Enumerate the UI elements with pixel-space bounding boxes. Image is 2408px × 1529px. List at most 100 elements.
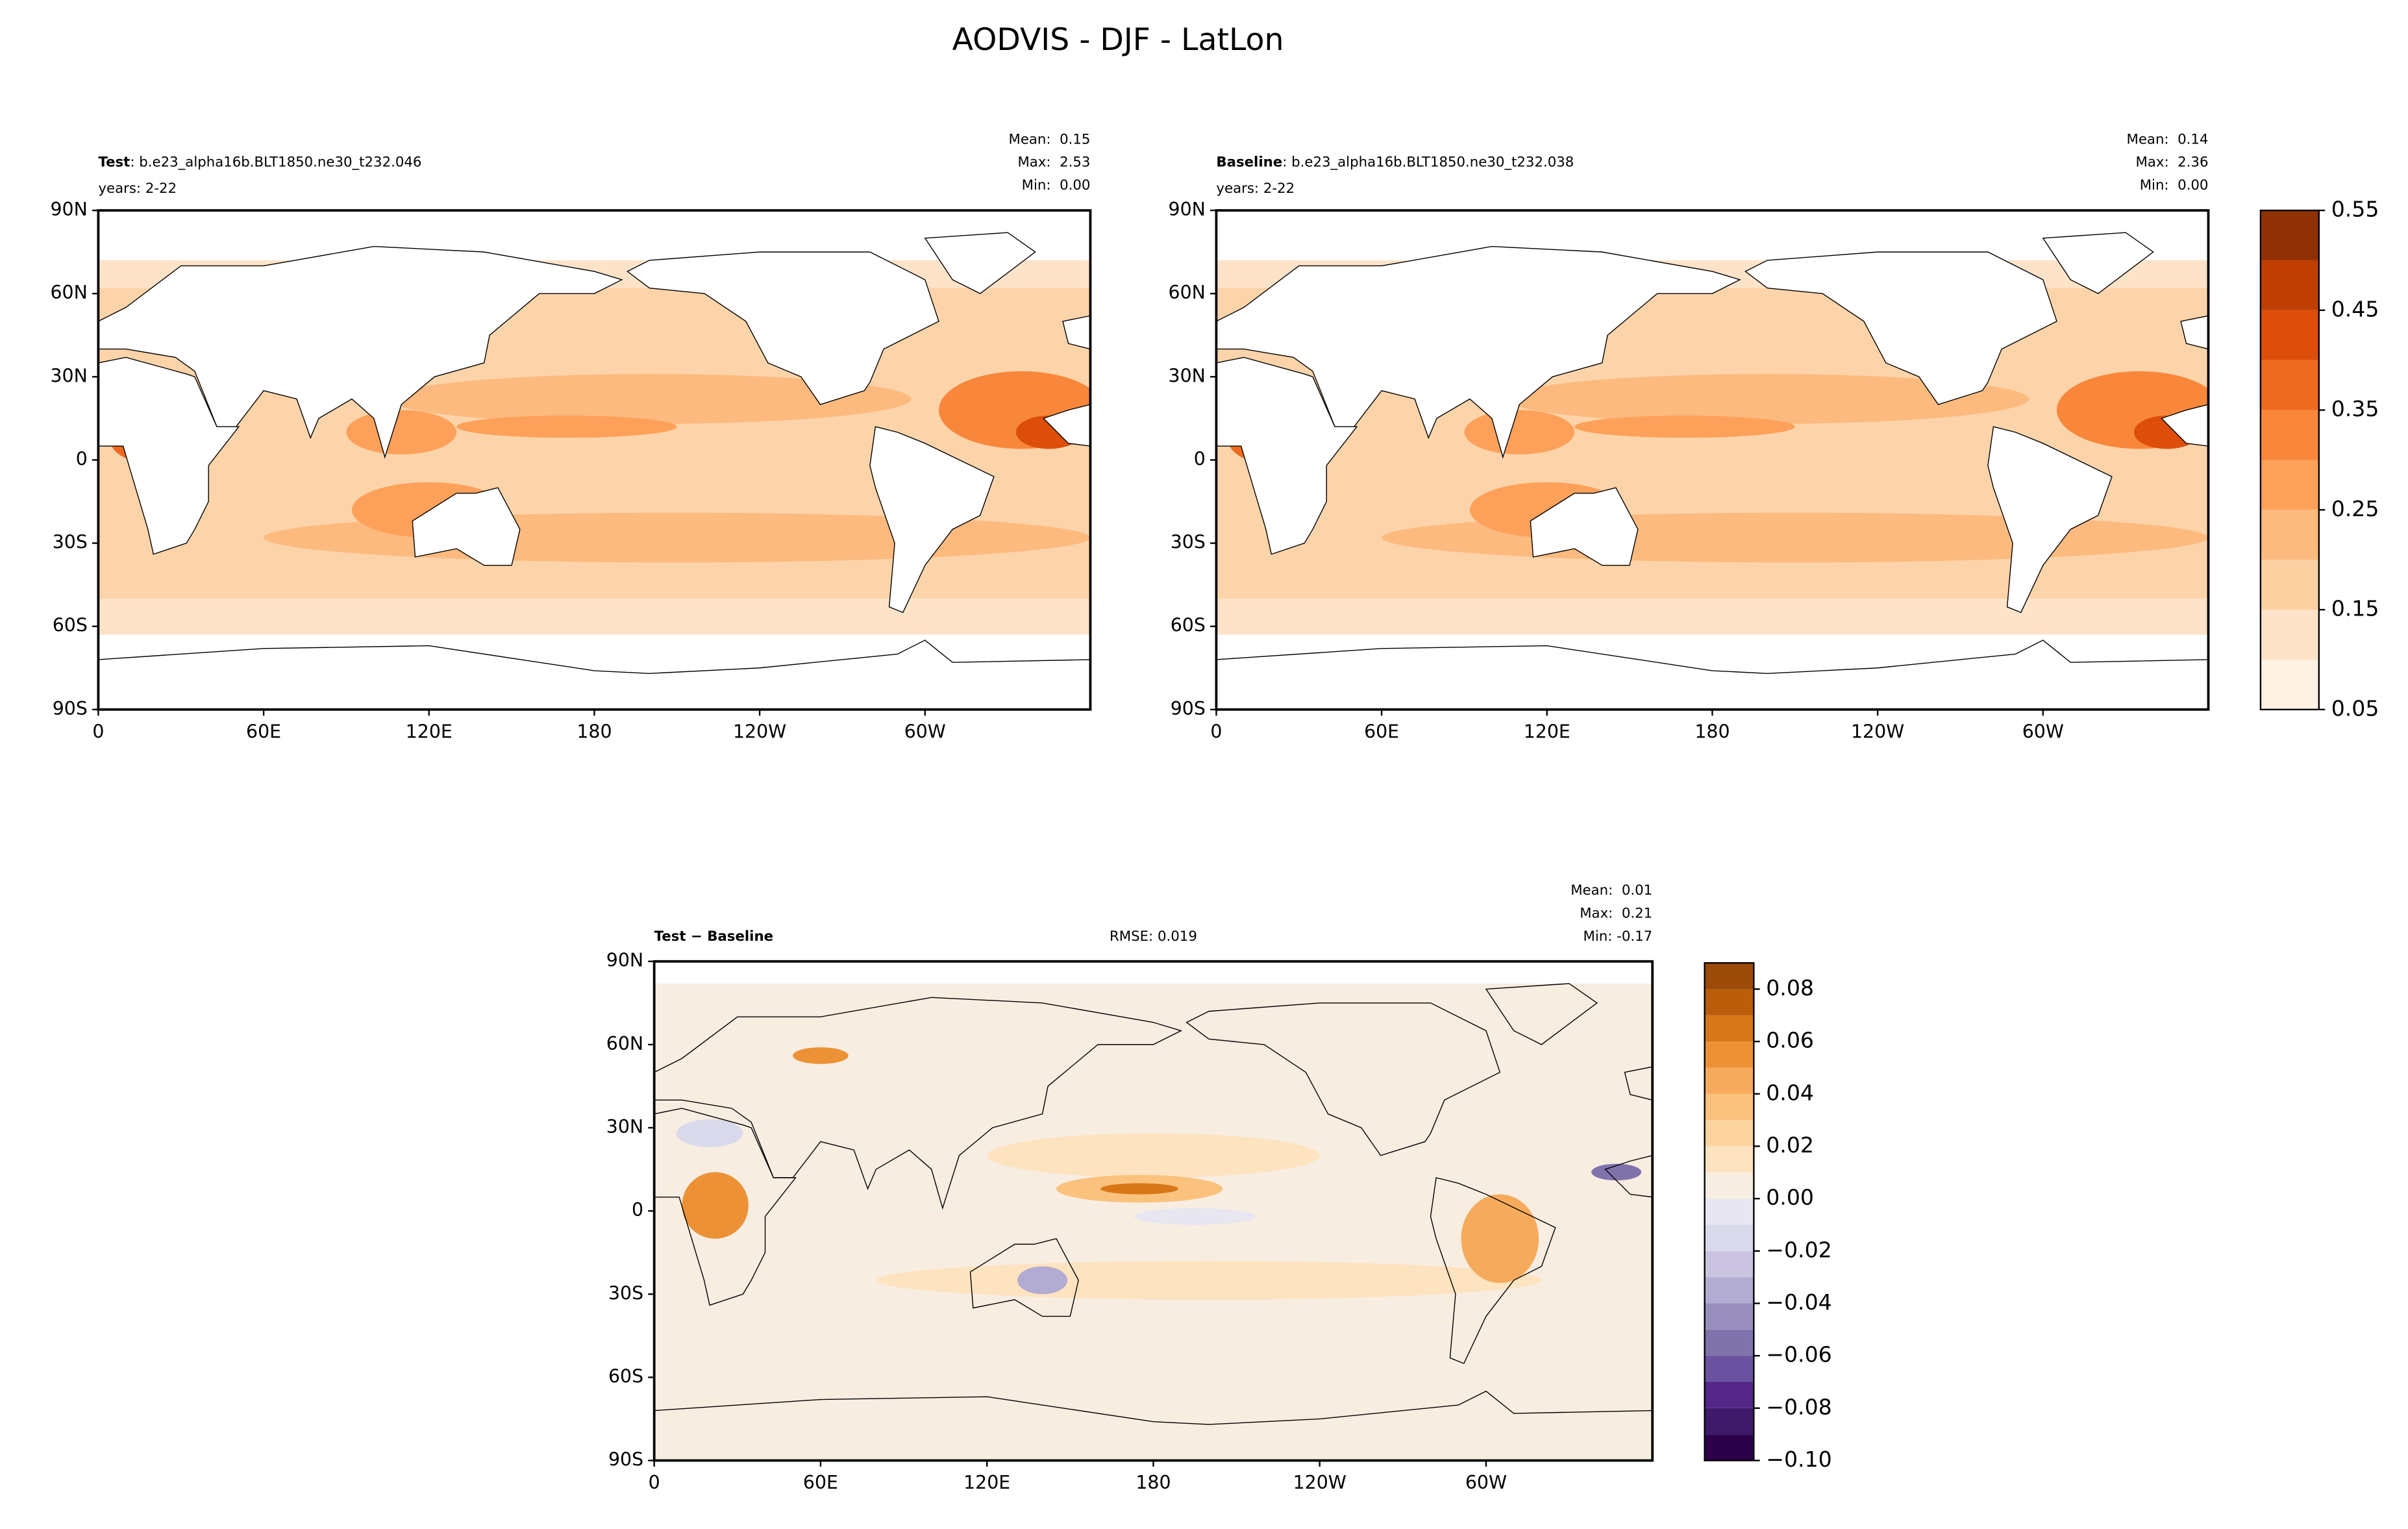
colorbar-band [1704,1434,1754,1461]
y-tick-label: 90N [606,950,643,971]
x-tick-label: 0 [649,1472,660,1493]
colorbar-tick-label: 0.35 [2331,396,2379,421]
colorbar-tick-label: 0.00 [1766,1185,1814,1210]
years: years: 2-22 [1216,180,1295,197]
stat: Mean: 0.14 [2126,131,2208,147]
colorbar-band [1704,1250,1754,1278]
colorbar-tick-label: 0.25 [2331,496,2379,521]
colorbar-tick-label: 0.08 [1766,975,1814,1001]
y-tick-label: 90S [608,1449,643,1471]
y-tick-label: 60S [1171,615,1206,636]
stat: Mean: 0.15 [1008,131,1090,147]
y-tick-label: 30S [1171,532,1206,553]
colorbar-band [2260,659,2319,710]
panel-name: Baseline [1216,155,1282,171]
colorbar-band [1704,1067,1754,1094]
y-tick-label: 30N [1169,365,1206,386]
colorbar-tick-label: −0.08 [1766,1394,1831,1419]
y-tick-label: 30N [606,1116,643,1137]
colorbar-band [1704,989,1754,1015]
years: years: 2-22 [98,180,177,197]
x-tick-label: 60W [2022,721,2064,742]
x-tick-label: 60W [1465,1472,1507,1493]
x-tick-label: 60W [904,721,946,742]
colorbar-band [2260,510,2319,560]
run-name: : b.e23_alpha16b.BLT1850.ne30_t232.038 [1282,155,1574,171]
y-tick-label: 90N [1169,199,1206,220]
stat: Min: 0.00 [1022,177,1091,193]
map-area [98,232,1091,723]
y-tick-label: 90S [53,698,88,719]
stat: Min: -0.17 [1583,928,1653,945]
run-name: : b.e23_alpha16b.BLT1850.ne30_t232.046 [130,155,421,171]
colorbar-band [1704,1120,1754,1147]
colorbar-band [2260,560,2319,610]
colorbar-band [1704,1329,1754,1356]
map-area [1216,232,2209,723]
field [654,983,1653,1461]
y-tick-label: 0 [632,1199,643,1221]
colorbar-tick-label: −0.04 [1766,1289,1831,1315]
panel-label: Baseline: b.e23_alpha16b.BLT1850.ne30_t2… [1216,155,1574,171]
y-tick-label: 60S [53,615,88,636]
x-tick-label: 120E [406,721,453,742]
colorbar-band [1704,1408,1754,1435]
x-tick-label: 120E [1524,721,1570,742]
colorbar-band [2260,410,2319,460]
x-tick-label: 180 [577,721,612,742]
colorbar-band [2260,460,2319,510]
x-tick-label: 0 [92,721,104,742]
colorbar-tick-label: 0.02 [1766,1132,1814,1158]
x-tick-label: 120W [733,721,786,742]
colorbar-band [2260,210,2319,260]
panel-name: Test − Baseline [654,928,773,945]
y-tick-label: 60S [608,1365,643,1387]
y-tick-label: 90S [1171,698,1206,719]
colorbar-tick-label: 0.55 [2331,197,2379,222]
x-tick-label: 0 [1210,721,1222,742]
x-tick-label: 60E [1364,721,1399,742]
y-tick-label: 90N [51,199,88,220]
colorbar-band [1704,1199,1754,1225]
y-tick-label: 30S [53,532,88,553]
colorbar-band [2260,310,2319,360]
colorbar-band [1704,1277,1754,1304]
x-tick-label: 120E [963,1472,1010,1493]
x-tick-label: 180 [1136,1472,1171,1493]
y-tick-label: 60N [51,282,88,303]
colorbar-band [1704,1303,1754,1330]
colorbar-band [1704,1224,1754,1251]
x-tick-label: 60E [803,1472,838,1493]
x-tick-label: 120W [1293,1472,1347,1493]
colorbar-tick-label: −0.10 [1766,1447,1831,1472]
stat: Max: 2.36 [2135,155,2208,171]
colorbar-band [1704,1356,1754,1382]
colorbar-band [1704,1382,1754,1408]
colorbar-band [1704,1172,1754,1199]
y-tick-label: 0 [1194,448,1206,469]
figure-title: AODVIS - DJF - LatLon [952,22,1284,58]
colorbar-band [2260,610,2319,660]
colorbar-tick-label: 0.05 [2331,695,2379,721]
colorbar-band [2260,360,2319,410]
colorbar-tick-label: 0.04 [1766,1080,1814,1105]
colorbar-frame [1704,962,1755,1461]
y-tick-label: 60N [1169,282,1206,303]
y-tick-label: 30N [51,365,88,386]
colorbar-band [1704,1093,1754,1121]
colorbar-band [1704,1146,1754,1173]
colorbar-band [1704,1041,1754,1068]
stat: Max: 0.21 [1580,905,1652,921]
rmse: RMSE: 0.019 [1110,928,1197,945]
colorbar-tick-label: 0.06 [1766,1028,1814,1053]
x-tick-label: 180 [1694,721,1730,742]
colorbar-frame [2259,209,2320,711]
y-tick-label: 30S [608,1282,643,1304]
colorbar-band [2260,260,2319,310]
colorbar-band [1704,1015,1754,1042]
panel-name: Test [98,155,130,171]
y-tick-label: 60N [606,1033,643,1054]
stat: Max: 2.53 [1017,155,1090,171]
panel-label: Test: b.e23_alpha16b.BLT1850.ne30_t232.0… [98,155,421,171]
